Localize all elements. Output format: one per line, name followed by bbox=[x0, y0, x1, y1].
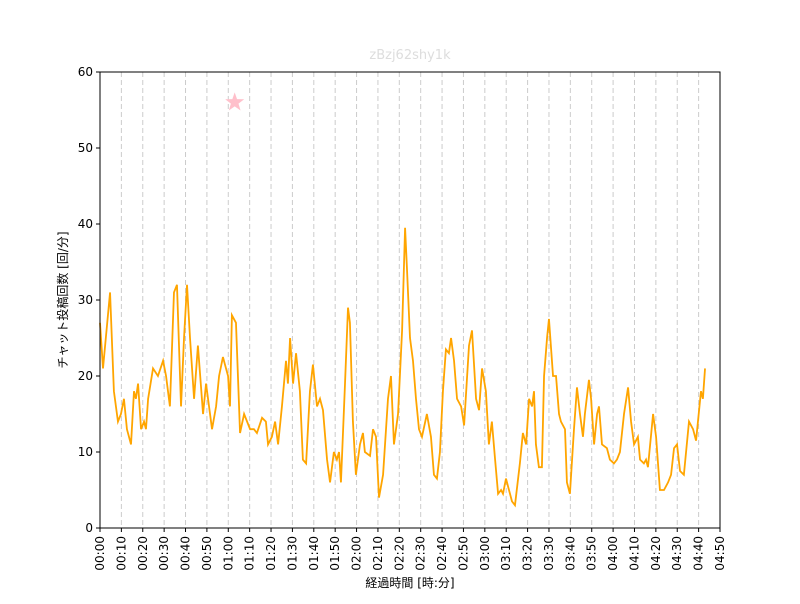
x-tick-label: 02:40 bbox=[435, 536, 449, 571]
y-tick-label: 20 bbox=[78, 369, 93, 383]
x-tick-label: 04:40 bbox=[692, 536, 706, 571]
x-tick-label: 01:00 bbox=[221, 536, 235, 571]
x-tick-label: 03:00 bbox=[478, 536, 492, 571]
x-tick-label: 03:30 bbox=[542, 536, 556, 571]
y-tick-label: 60 bbox=[78, 65, 93, 79]
x-tick-label: 00:30 bbox=[157, 536, 171, 571]
y-tick-label: 10 bbox=[78, 445, 93, 459]
y-tick-label: 30 bbox=[78, 293, 93, 307]
x-tick-label: 01:50 bbox=[328, 536, 342, 571]
x-tick-label: 04:10 bbox=[627, 536, 641, 571]
x-tick-label: 00:00 bbox=[93, 536, 107, 571]
x-tick-label: 02:00 bbox=[350, 536, 364, 571]
y-tick-label: 40 bbox=[78, 217, 93, 231]
x-tick-label: 03:40 bbox=[563, 536, 577, 571]
x-tick-label: 00:20 bbox=[136, 536, 150, 571]
x-tick-label: 03:10 bbox=[499, 536, 513, 571]
plot-frame bbox=[99, 71, 721, 529]
x-tick-label: 01:20 bbox=[264, 536, 278, 571]
x-tick-label: 01:30 bbox=[285, 536, 299, 571]
x-tick-label: 04:30 bbox=[670, 536, 684, 571]
chart-title: zBzj62shy1k bbox=[369, 48, 451, 63]
x-tick-label: 01:40 bbox=[307, 536, 321, 571]
y-tick-label: 0 bbox=[85, 521, 93, 535]
x-tick-label: 00:10 bbox=[114, 536, 128, 571]
x-tick-label: 02:10 bbox=[371, 536, 385, 571]
x-tick-label: 04:00 bbox=[606, 536, 620, 571]
x-tick-label: 00:40 bbox=[179, 536, 193, 571]
x-tick-label: 04:50 bbox=[713, 536, 727, 571]
x-axis-label: 経過時間 [時:分] bbox=[365, 576, 454, 590]
x-tick-label: 01:10 bbox=[243, 536, 257, 571]
x-tick-label: 00:50 bbox=[200, 536, 214, 571]
y-tick-label: 50 bbox=[78, 141, 93, 155]
x-tick-label: 02:50 bbox=[456, 536, 470, 571]
x-tick-label: 02:20 bbox=[392, 536, 406, 571]
star-marker bbox=[225, 92, 245, 111]
x-tick-label: 03:50 bbox=[585, 536, 599, 571]
x-tick-label: 02:30 bbox=[414, 536, 428, 571]
line bbox=[99, 227, 706, 508]
y-axis-label: チャット投稿回数 [回/分] bbox=[55, 231, 70, 368]
x-tick-label: 04:20 bbox=[649, 536, 663, 571]
x-tick-label: 03:20 bbox=[521, 536, 535, 571]
